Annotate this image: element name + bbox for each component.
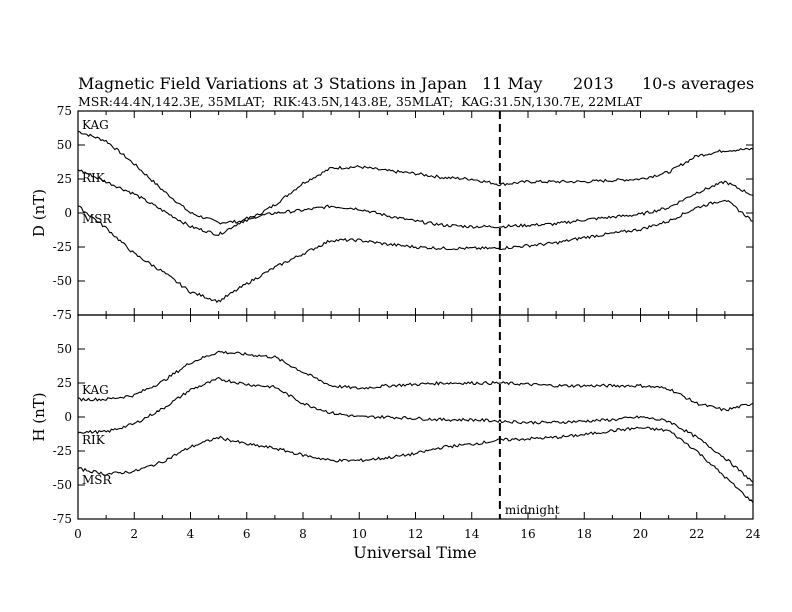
x-tick-label: 4 <box>187 527 195 541</box>
x-tick-label: 0 <box>74 527 82 541</box>
x-tick-label: 22 <box>689 527 704 541</box>
bottom-ytick-label: -50 <box>53 478 72 492</box>
x-tick-label: 12 <box>408 527 423 541</box>
bottom-series-msr-line <box>77 426 754 503</box>
top-series-kag-line <box>77 130 754 225</box>
top-series-label-msr: MSR <box>82 212 113 226</box>
x-tick-label: 10 <box>352 527 367 541</box>
top-ytick-label: -75 <box>53 308 72 322</box>
x-axis-title: Universal Time <box>353 543 476 562</box>
top-ytick-label: -50 <box>53 274 72 288</box>
bottom-series-label-kag: KAG <box>82 383 109 397</box>
bottom-y-axis-title: H (nT) <box>30 392 48 441</box>
bottom-ytick-label: 50 <box>57 342 72 356</box>
top-ytick-label: 75 <box>57 104 72 118</box>
top-ytick-label: -25 <box>53 240 72 254</box>
bottom-series-label-msr: MSR <box>82 473 113 487</box>
bottom-series-label-rik: RIK <box>82 433 106 447</box>
x-tick-label: 14 <box>464 527 480 541</box>
x-tick-label: 2 <box>130 527 138 541</box>
top-ytick-label: 50 <box>57 138 72 152</box>
averaging-note: 10-s averages <box>642 74 754 93</box>
bottom-series-kag-line <box>77 350 754 412</box>
top-series-msr-line <box>77 199 754 304</box>
stations-subtitle: MSR:44.4N,142.3E, 35MLAT; RIK:43.5N,143.… <box>78 94 642 109</box>
top-y-axis-title: D (nT) <box>30 189 48 237</box>
top-series-rik-line <box>77 169 754 236</box>
x-tick-label: 6 <box>243 527 251 541</box>
bottom-ytick-label: -25 <box>53 444 72 458</box>
top-ytick-label: 0 <box>64 206 72 220</box>
x-tick-label: 24 <box>745 527 761 541</box>
x-tick-label: 8 <box>299 527 307 541</box>
midnight-label: midnight <box>505 503 560 517</box>
date-year: 2013 <box>573 74 614 93</box>
chart-title: Magnetic Field Variations at 3 Stations … <box>78 74 467 93</box>
x-tick-label: 18 <box>577 527 592 541</box>
bottom-ytick-label: 0 <box>64 410 72 424</box>
top-series-label-rik: RIK <box>82 171 106 185</box>
bottom-panel-frame <box>77 314 754 520</box>
top-series-label-kag: KAG <box>82 118 109 132</box>
bottom-ytick-label: 25 <box>57 376 72 390</box>
date-day: 11 May <box>482 74 542 93</box>
x-tick-label: 16 <box>520 527 535 541</box>
x-tick-label: 20 <box>633 527 648 541</box>
top-ytick-label: 25 <box>57 172 72 186</box>
bottom-series-rik-line <box>77 376 754 483</box>
bottom-ytick-label: -75 <box>53 512 72 526</box>
